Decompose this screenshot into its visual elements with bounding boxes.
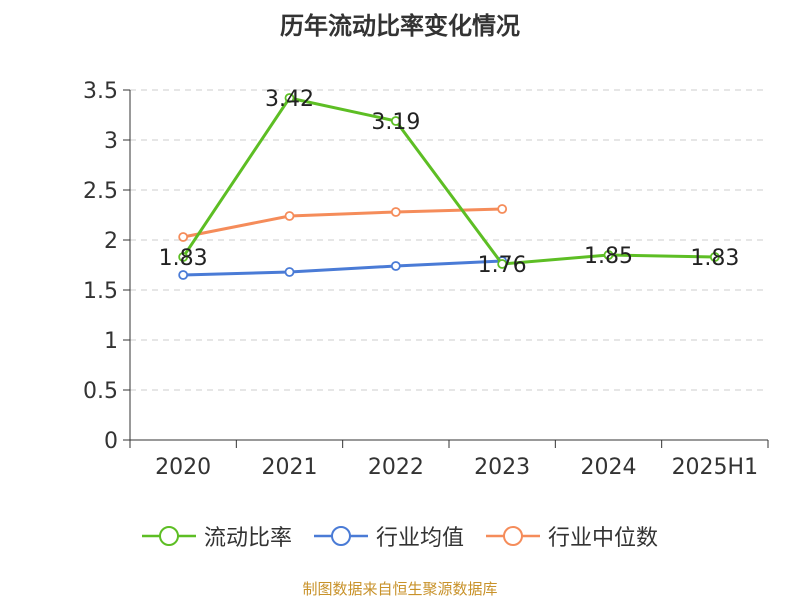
legend-item-industry-mean[interactable]: 行业均值 [313, 520, 464, 552]
data-label: 1.76 [478, 253, 527, 278]
grid-lines [130, 89, 768, 391]
y-tick-label: 1.5 [83, 279, 118, 304]
data-label: 1.85 [584, 244, 633, 269]
data-point-1 [284, 267, 295, 277]
data-point-0 [709, 252, 720, 262]
data-point-0 [603, 250, 614, 260]
series-line-1 [183, 259, 503, 277]
data-label: 1.83 [159, 246, 208, 271]
data-point-0 [497, 259, 508, 269]
data-point-0 [390, 116, 401, 126]
data-point-2 [497, 204, 508, 214]
x-tick-label: 2024 [581, 455, 637, 480]
legend-swatch-industry-median-icon [486, 526, 540, 546]
legend-item-industry-median[interactable]: 行业中位数 [486, 520, 658, 552]
y-tick-label: 1 [104, 329, 118, 354]
axes: 0 0.5 1 1.5 2 2.5 3 3.5 2020 2021 2022 2023 2024 2025… [83, 79, 769, 480]
data-point-2 [178, 232, 189, 242]
y-tick-label: 2 [104, 229, 118, 254]
legend-item-current-ratio[interactable]: 流动比率 [141, 520, 292, 552]
x-tick-label: 2023 [474, 455, 530, 480]
data-point-0 [178, 252, 189, 262]
series-line-0 [181, 96, 715, 266]
x-tick-label: 2025H1 [672, 455, 759, 480]
data-label: 3.42 [265, 87, 314, 112]
x-tick-label: 2021 [262, 455, 318, 480]
y-tick-label: 0.5 [83, 379, 118, 404]
legend-swatch-current-ratio-icon [141, 526, 196, 546]
legend-swatch-industry-mean-icon [313, 526, 368, 546]
y-tick-label: 2.5 [83, 179, 118, 204]
legend-label-current-ratio: 流动比率 [203, 526, 292, 551]
y-tick-label: 3 [104, 129, 118, 154]
legend-label-industry-median: 行业中位数 [548, 526, 659, 551]
data-point-1 [390, 261, 401, 271]
x-tick-label: 2020 [155, 455, 211, 480]
legend-label-industry-mean: 行业均值 [375, 526, 464, 551]
data-point-1 [178, 270, 189, 280]
data-label: 3.19 [371, 110, 420, 135]
y-tick-label: 0 [104, 429, 118, 454]
data-point-2 [390, 207, 401, 217]
legend: 流动比率 行业均值 行业中位数 [0, 520, 800, 552]
series-line-2 [182, 207, 503, 239]
data-point-0 [284, 93, 295, 103]
data-label: 1.83 [690, 246, 739, 271]
y-tick-label: 3.5 [83, 79, 118, 104]
series-lines [178, 93, 720, 280]
chart-title: 历年流动比率变化情况 [280, 12, 520, 40]
source-note: 制图数据来自恒生聚源数据库 [302, 580, 498, 598]
data-labels: 1.83 3.42 3.19 1.76 1.85 1.83 [159, 87, 740, 278]
data-point-2 [284, 211, 295, 221]
x-tick-label: 2022 [368, 455, 424, 480]
